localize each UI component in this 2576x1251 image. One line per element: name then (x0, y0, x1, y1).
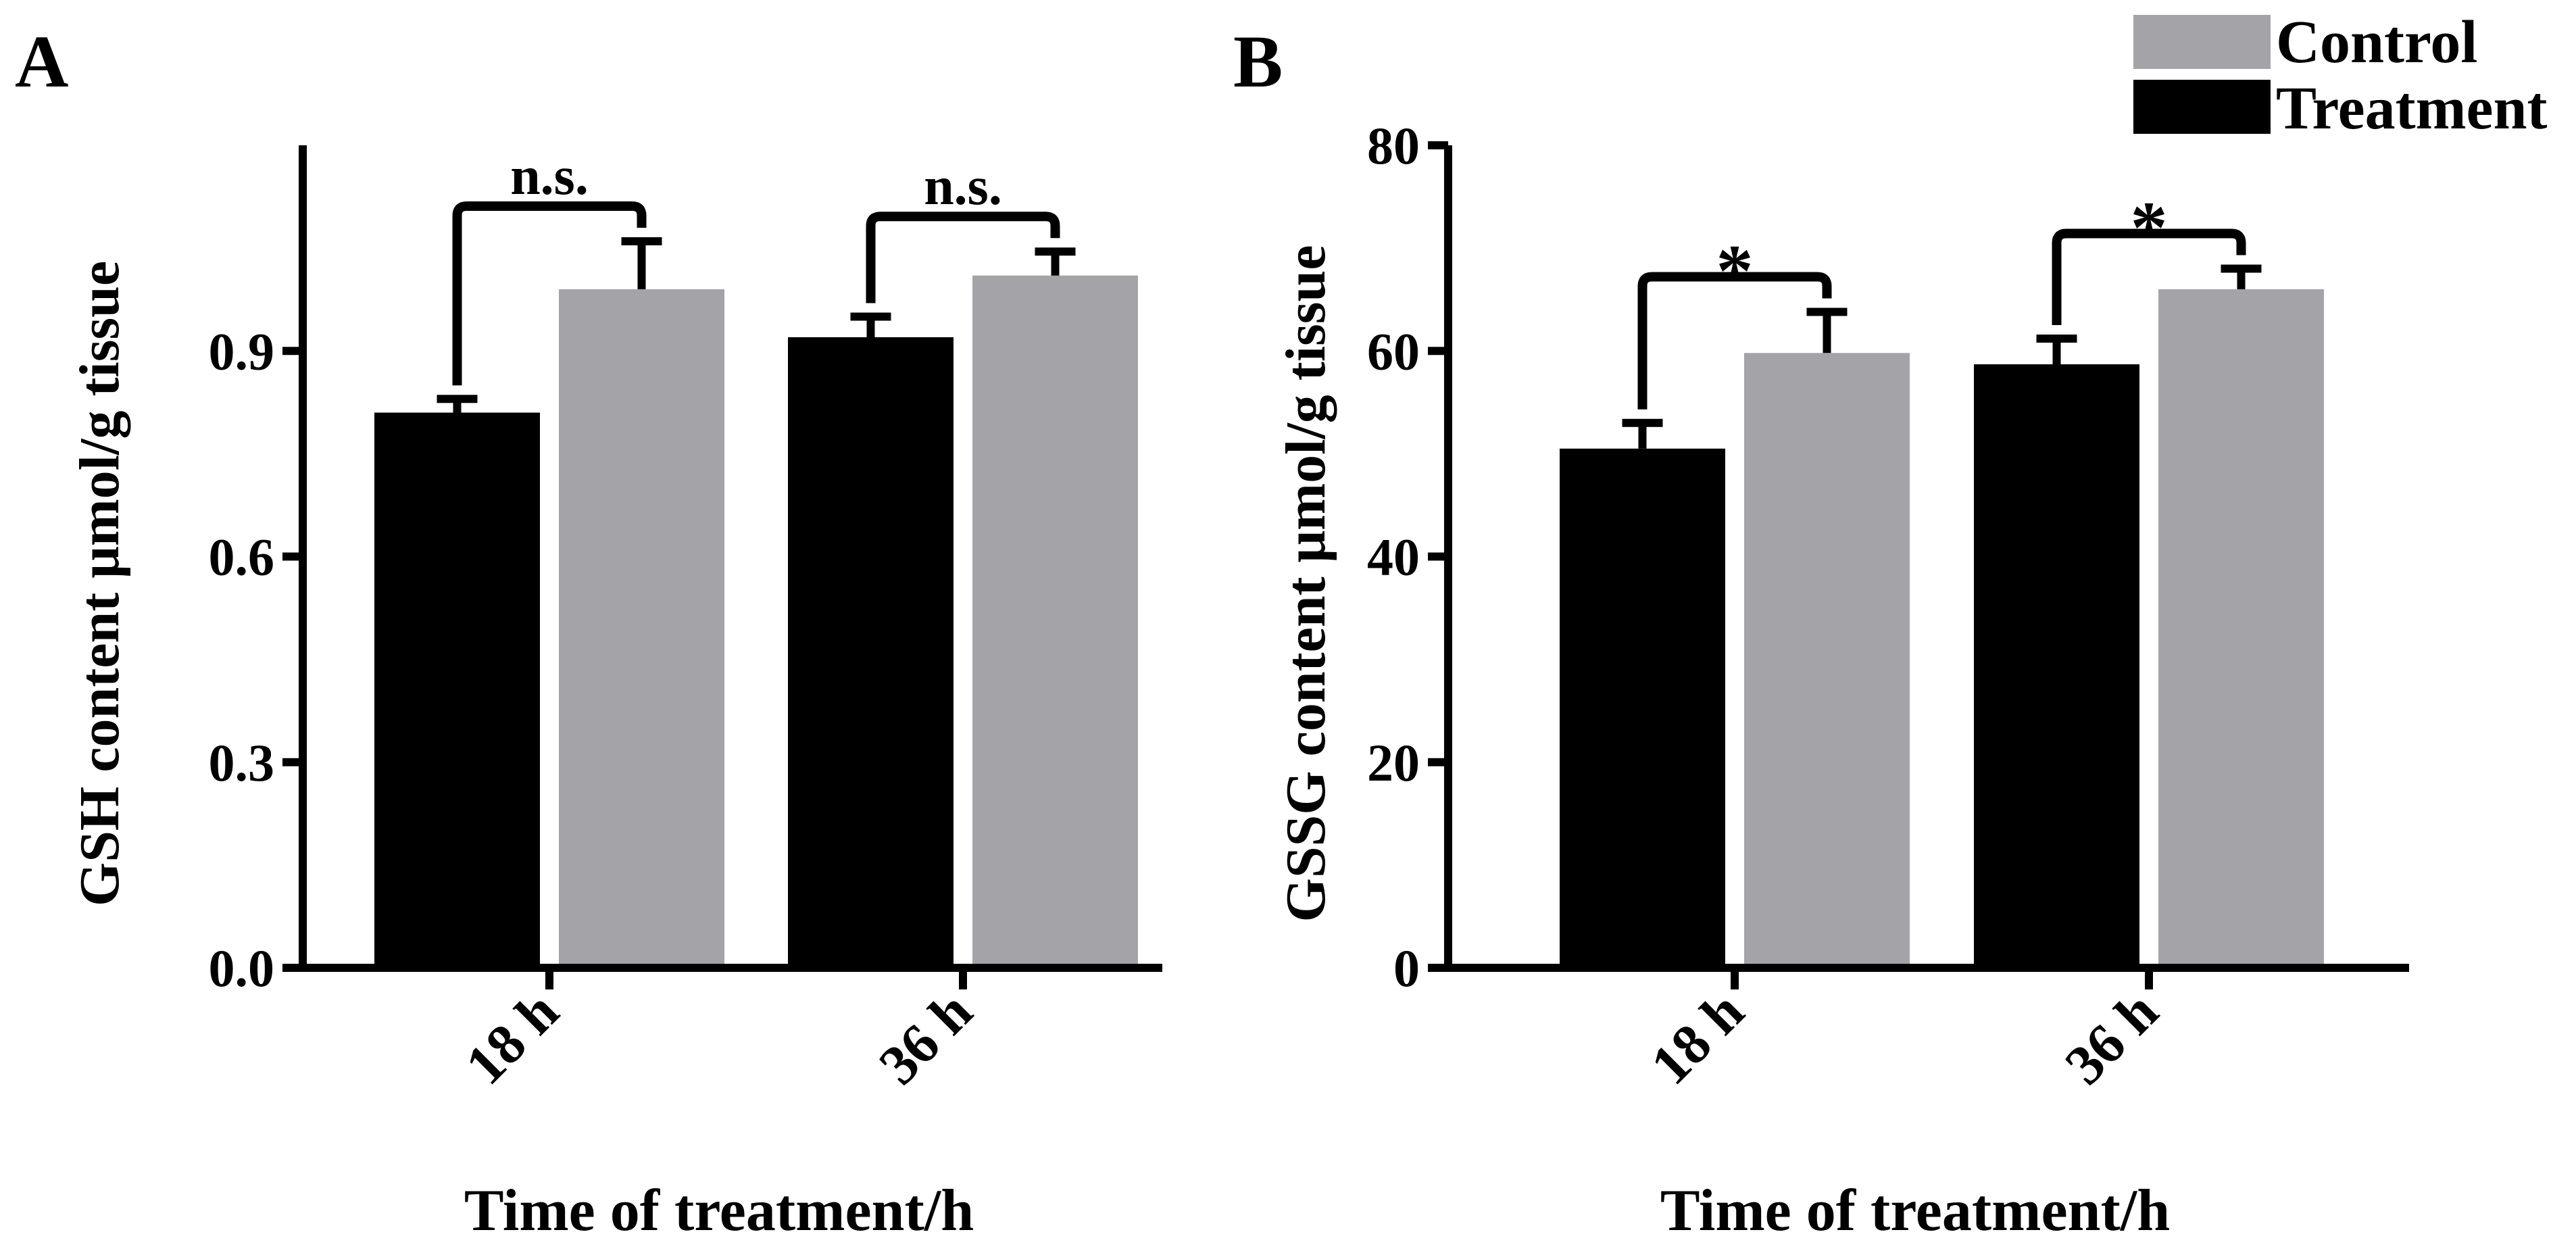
panel-a-y-tick-label-2: 0.6 (209, 528, 275, 587)
panel-b-bar-treatment-18h (1560, 448, 1725, 968)
panel-b-y-axis-title: GSSG content μmol/g tissue (1274, 245, 1337, 922)
panel-a-significance-bracket-36h (866, 212, 1060, 303)
panel-b-y-tick-label-1: 20 (1367, 733, 1420, 792)
panel-a-bar-control-18h (559, 289, 724, 968)
panel-a-significance-label-36h: n.s. (924, 157, 1002, 216)
panel-a-bar-treatment-18h (374, 412, 540, 968)
panel-a-y-tick-label-1: 0.3 (209, 733, 275, 792)
panel-b-category-label-18h: 18 h (1639, 980, 1756, 1097)
panel-b-y-tick-label-3: 60 (1367, 322, 1420, 381)
panel-b-y-tick-label-0: 0 (1393, 939, 1420, 998)
panel-b-significance-bracket-18h (1637, 272, 1832, 410)
panel-b-x-axis-title: Time of treatment/h (1660, 1178, 2170, 1244)
panel-a-letter: A (15, 20, 68, 103)
panel-a-bar-control-36h (972, 275, 1138, 968)
legend-label-control: Control (2276, 9, 2477, 76)
panel-b-letter: B (1233, 20, 1283, 103)
panel-b-bar-control-36h (2158, 289, 2324, 968)
panel-b-category-label-36h: 36 h (2053, 980, 2170, 1097)
panel-a-category-label-18h: 18 h (453, 980, 570, 1097)
panel-a-x-axis-title: Time of treatment/h (464, 1178, 974, 1244)
panel-b-y-tick-label-2: 40 (1367, 528, 1420, 587)
legend-swatch-treatment (2133, 80, 2271, 134)
panel-b-bar-treatment-36h (1974, 364, 2139, 968)
panel-b-bar-control-18h (1744, 353, 1910, 968)
panel-a-bar-treatment-36h (788, 337, 953, 968)
legend: Control Treatment (2133, 9, 2548, 142)
panel-b: B * * 0 20 40 60 80 18 h 36 h Time of treatment/h G… (1233, 20, 2409, 1244)
panel-a-y-tick-label-3: 0.9 (209, 322, 275, 381)
legend-label-treatment: Treatment (2276, 75, 2548, 142)
panel-b-y-tick-label-4: 80 (1367, 116, 1420, 175)
panel-b-significance-label-36h: * (2131, 187, 2168, 269)
panel-a-y-tick-label-0: 0.0 (209, 939, 275, 998)
panel-a: An.s. n.s. 0.0 0.3 0.6 0.9 18 h 36 h Time of tre… (15, 20, 1162, 1244)
panel-b-significance-bracket-36h (2052, 228, 2246, 325)
panel-a-y-axis-title: GSH content μmol/g tissue (68, 261, 131, 906)
legend-swatch-control (2133, 15, 2271, 69)
panel-a-category-label-36h: 36 h (867, 980, 984, 1097)
panel-a-significance-bracket-18h (452, 201, 647, 386)
panel-a-significance-label-18h: n.s. (510, 147, 589, 206)
panel-b-significance-label-18h: * (1716, 229, 1754, 312)
